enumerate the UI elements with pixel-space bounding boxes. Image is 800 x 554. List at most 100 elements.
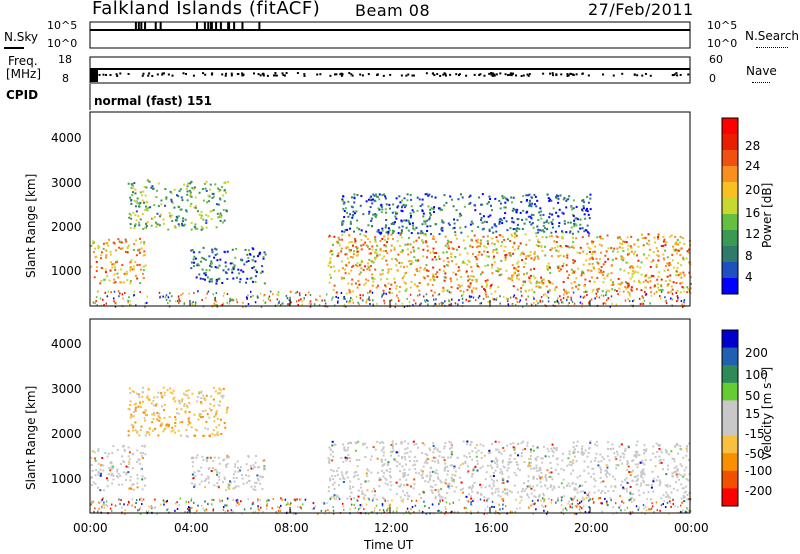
range-cell [674, 445, 677, 448]
range-cell [261, 487, 264, 490]
range-cell [457, 266, 460, 269]
range-cell [213, 456, 216, 459]
range-cell [457, 511, 459, 514]
range-cell [205, 421, 208, 424]
range-cell [625, 287, 628, 290]
range-cell [129, 214, 132, 217]
range-cell [502, 503, 504, 506]
range-cell [136, 277, 139, 280]
range-cell [259, 292, 262, 295]
nave-dot [262, 74, 265, 77]
range-cell [381, 441, 384, 444]
range-cell [395, 451, 398, 454]
nave-dot [127, 72, 130, 75]
range-cell [630, 289, 633, 292]
range-cell [624, 509, 626, 512]
range-cell [174, 416, 177, 419]
range-cell [585, 229, 588, 232]
range-cell [593, 491, 596, 494]
range-cell [519, 501, 521, 504]
range-cell [255, 455, 258, 458]
range-cell [537, 499, 539, 502]
nave-dot [439, 74, 442, 77]
range-cell [333, 487, 336, 490]
range-cell [519, 299, 522, 302]
range-cell [546, 487, 549, 490]
range-cell [442, 259, 445, 262]
range-cell [395, 197, 398, 200]
range-cell [109, 469, 112, 472]
range-cell [477, 296, 480, 299]
range-cell [425, 474, 428, 477]
range-cell [540, 485, 543, 488]
range-cell [483, 499, 485, 502]
range-cell [333, 235, 336, 238]
range-cell [186, 185, 189, 188]
range-cell [197, 504, 199, 507]
range-cell [196, 263, 199, 266]
range-cell [156, 189, 159, 192]
range-cell [650, 294, 653, 297]
range-cell [423, 277, 426, 280]
range-cell [103, 304, 105, 307]
range-cell [290, 301, 292, 304]
range-cell [238, 272, 241, 275]
range-cell [402, 500, 404, 503]
range-cell [359, 263, 362, 266]
range-cell [642, 244, 645, 247]
range-cell [656, 254, 659, 257]
range-cell [198, 412, 201, 415]
range-cell [204, 500, 206, 503]
range-cell [215, 300, 217, 303]
range-cell [432, 275, 435, 278]
range-cell [544, 227, 547, 230]
range-cell [114, 305, 117, 308]
range-cell [276, 298, 279, 301]
range-cell [522, 482, 525, 485]
range-cell [328, 458, 331, 461]
range-cell [675, 291, 678, 294]
range-cell [127, 299, 129, 302]
range-cell [431, 503, 434, 506]
range-cell [129, 479, 132, 482]
range-cell [363, 498, 366, 501]
range-cell [543, 230, 546, 233]
nave-dot [504, 73, 507, 76]
range-cell [230, 509, 233, 512]
range-cell [144, 305, 146, 308]
range-cell [388, 474, 391, 477]
range-cell [623, 449, 626, 452]
range-cell [606, 455, 609, 458]
range-cell [218, 277, 221, 280]
range-cell [183, 302, 186, 305]
range-cell [212, 429, 215, 432]
range-cell [357, 489, 360, 492]
range-cell [498, 441, 501, 444]
range-cell [102, 497, 104, 500]
range-cell [491, 493, 494, 496]
range-cell [558, 265, 561, 268]
range-cell [604, 302, 607, 305]
range-cell [473, 204, 476, 207]
range-cell [413, 250, 416, 253]
range-cell [651, 470, 654, 473]
range-cell [602, 281, 605, 284]
range-cell [620, 281, 623, 284]
nave-dot [335, 73, 338, 76]
range-cell [610, 272, 613, 275]
range-cell [141, 213, 144, 216]
range-cell [107, 452, 110, 455]
range-cell [650, 507, 653, 510]
range-cell [296, 498, 298, 501]
range-cell [438, 502, 440, 505]
range-cell [481, 193, 484, 196]
range-cell [155, 402, 158, 405]
range-cell [332, 495, 335, 498]
range-cell [350, 205, 353, 208]
range-cell [146, 201, 149, 204]
range-cell [116, 448, 119, 451]
range-cell [402, 472, 405, 475]
range-cell [579, 218, 582, 221]
range-cell [341, 198, 344, 201]
range-cell [598, 271, 601, 274]
